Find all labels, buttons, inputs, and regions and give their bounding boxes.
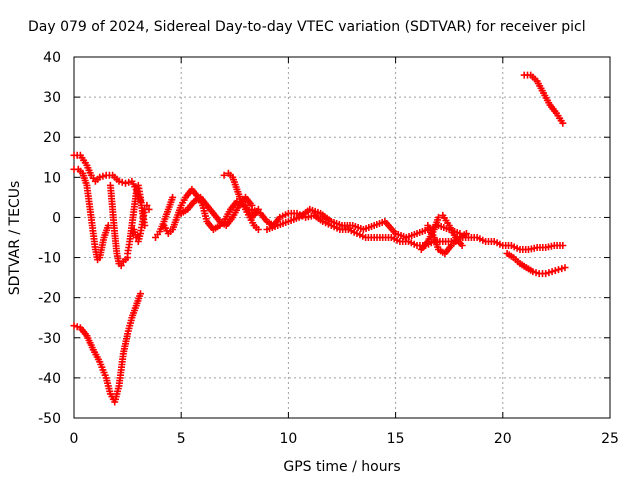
- y-tick-label: 40: [43, 50, 61, 66]
- data-series-7: [152, 193, 177, 241]
- x-tick-label: 25: [601, 431, 619, 447]
- data-series-10: [220, 169, 262, 233]
- data-point: [143, 201, 151, 209]
- data-point: [122, 179, 129, 187]
- x-tick-label: 20: [494, 431, 512, 447]
- data-point: [254, 226, 262, 233]
- y-tick-label: -10: [38, 251, 61, 267]
- y-tick-label: -50: [38, 411, 61, 427]
- data-point: [145, 205, 153, 213]
- x-axis-label: GPS time / hours: [283, 459, 400, 475]
- y-tick-label: -20: [38, 291, 61, 307]
- data-point: [96, 173, 104, 181]
- y-axis-label: SDTVAR / TECUs: [7, 181, 23, 296]
- data-point: [561, 264, 569, 272]
- y-tick-label: 30: [43, 90, 61, 106]
- data-series-11: [248, 205, 567, 253]
- x-tick-label: 5: [177, 431, 186, 447]
- plot-frame: [73, 56, 611, 419]
- data-point: [220, 171, 228, 179]
- y-tick-label: 0: [52, 210, 61, 226]
- data-point: [115, 177, 123, 185]
- data-series-6: [130, 201, 153, 245]
- data-series-1: [70, 290, 144, 406]
- data-point: [137, 290, 144, 298]
- data-point: [555, 266, 562, 274]
- data-point: [558, 265, 566, 273]
- data-point: [551, 267, 559, 275]
- data-point: [169, 193, 177, 201]
- data-series-13: [417, 211, 466, 253]
- x-tick-label: 10: [279, 431, 297, 447]
- data-series-5: [124, 181, 149, 257]
- data-series-15: [520, 71, 567, 127]
- y-tick-label: 10: [43, 170, 61, 186]
- y-tick-label: -40: [38, 371, 61, 387]
- chart-title: Day 079 of 2024, Sidereal Day-to-day VTE…: [28, 19, 586, 35]
- data-point: [435, 213, 442, 221]
- data-point: [118, 178, 126, 186]
- x-tick-label: 0: [70, 431, 79, 447]
- x-tick-label: 15: [387, 431, 405, 447]
- data-point: [559, 242, 567, 249]
- data-point: [462, 230, 470, 237]
- data-series-3: [70, 165, 112, 264]
- data-point: [125, 178, 133, 186]
- data-series-16: [503, 250, 569, 278]
- data-series-12: [263, 205, 464, 241]
- data-point: [99, 172, 107, 180]
- data-point: [532, 269, 540, 277]
- data-point: [529, 268, 537, 276]
- data-point: [73, 323, 81, 331]
- axis-ticks: 0 5 10 15 20 25 -50 -40 -30 -20 -10 0 10 20 30 40: [38, 50, 619, 447]
- y-tick-label: -30: [38, 331, 61, 347]
- data-point: [70, 322, 78, 330]
- data-point: [559, 119, 567, 127]
- data-point: [545, 269, 553, 277]
- data-point: [548, 268, 556, 276]
- data-point: [542, 270, 550, 278]
- data-point: [117, 262, 125, 270]
- data-series-4: [106, 181, 132, 270]
- grid: [74, 57, 610, 418]
- data-series-14: [424, 222, 470, 257]
- y-tick-label: 20: [43, 130, 61, 146]
- data-point: [458, 242, 466, 249]
- data-marks: [70, 71, 569, 406]
